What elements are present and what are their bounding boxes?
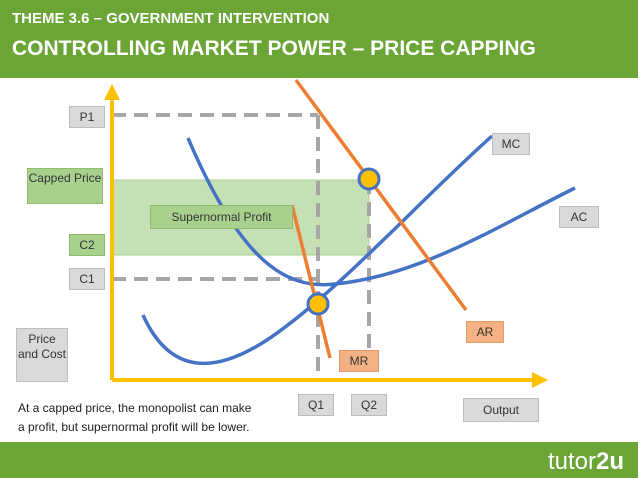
q1-label: Q1 (298, 394, 334, 416)
capped-price-label: Capped Price (27, 168, 103, 204)
q2-label: Q2 (351, 394, 387, 416)
profit-max-point (306, 292, 330, 316)
tutor2u-logo[interactable]: tutor2u (548, 448, 624, 476)
supernormal-profit-label: Supernormal Profit (150, 205, 293, 229)
mr-label: MR (339, 350, 379, 372)
mc-label: MC (492, 133, 530, 155)
caption-line-2: a profit, but supernormal profit will be… (18, 420, 250, 434)
c2-label: C2 (69, 234, 105, 256)
ar-label: AR (466, 321, 504, 343)
axes (110, 96, 536, 382)
logo-text: tutor (547, 448, 596, 475)
output-axis-label: Output (463, 398, 539, 422)
theme-heading: THEME 3.6 – GOVERNMENT INTERVENTION (12, 10, 330, 27)
caption-line-1: At a capped price, the monopolist can ma… (18, 401, 252, 415)
price-cost-axis-label: Price and Cost (16, 328, 68, 382)
capped-price-point (357, 167, 381, 191)
y-axis-arrow (104, 84, 120, 100)
mr-curve (290, 204, 332, 359)
ac-label: AC (559, 206, 599, 228)
slide-title: CONTROLLING MARKET POWER – PRICE CAPPING (12, 37, 536, 60)
c1-label: C1 (69, 268, 105, 290)
mc-curve (141, 134, 494, 366)
p1-label: P1 (69, 106, 105, 128)
x-axis-arrow (532, 372, 548, 388)
caption: At a capped price, the monopolist can ma… (18, 399, 251, 437)
logo-accent: 2u (595, 448, 624, 475)
header-bar (0, 0, 638, 78)
footer-bar (0, 442, 638, 478)
ar-curve (294, 78, 468, 312)
